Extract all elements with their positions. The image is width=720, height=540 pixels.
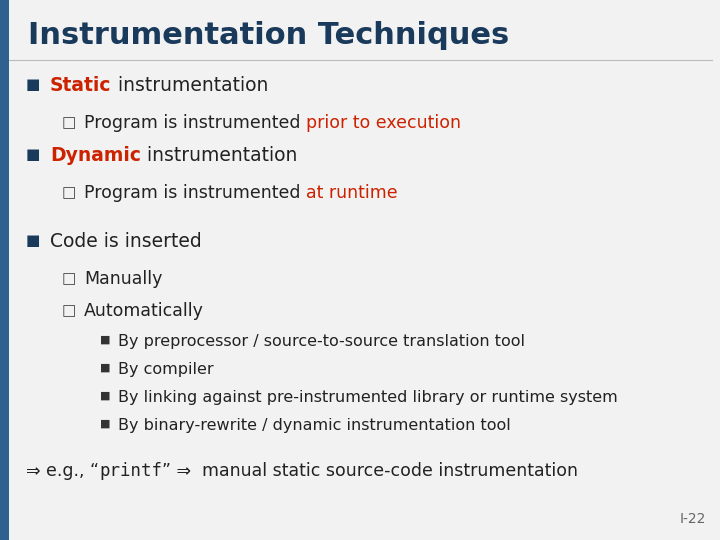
Text: printf: printf bbox=[99, 462, 162, 480]
Text: Automatically: Automatically bbox=[84, 302, 204, 320]
Text: I-22: I-22 bbox=[680, 512, 706, 526]
Text: ■: ■ bbox=[100, 391, 110, 401]
Text: Static: Static bbox=[50, 76, 112, 95]
Text: Program is instrumented: Program is instrumented bbox=[84, 184, 306, 202]
Text: ■: ■ bbox=[26, 233, 40, 248]
Text: Manually: Manually bbox=[84, 270, 163, 288]
Text: By compiler: By compiler bbox=[118, 362, 214, 377]
Text: at runtime: at runtime bbox=[306, 184, 397, 202]
Text: By binary-rewrite / dynamic instrumentation tool: By binary-rewrite / dynamic instrumentat… bbox=[118, 418, 510, 433]
Text: By linking against pre-instrumented library or runtime system: By linking against pre-instrumented libr… bbox=[118, 390, 618, 405]
Text: □: □ bbox=[62, 115, 76, 130]
Text: ⇒ e.g., “: ⇒ e.g., “ bbox=[26, 462, 99, 480]
Text: ” ⇒  manual static source-code instrumentation: ” ⇒ manual static source-code instrument… bbox=[162, 462, 578, 480]
Text: prior to execution: prior to execution bbox=[306, 114, 461, 132]
Text: instrumentation: instrumentation bbox=[112, 76, 268, 95]
Text: Instrumentation Techniques: Instrumentation Techniques bbox=[28, 22, 509, 51]
Text: By preprocessor / source-to-source translation tool: By preprocessor / source-to-source trans… bbox=[118, 334, 525, 349]
Text: Dynamic: Dynamic bbox=[50, 146, 141, 165]
Text: Code is inserted: Code is inserted bbox=[50, 232, 202, 251]
Text: instrumentation: instrumentation bbox=[141, 146, 297, 165]
FancyBboxPatch shape bbox=[0, 0, 9, 540]
Text: ■: ■ bbox=[100, 335, 110, 345]
Text: □: □ bbox=[62, 271, 76, 286]
Text: □: □ bbox=[62, 303, 76, 318]
Text: ■: ■ bbox=[26, 77, 40, 92]
Text: □: □ bbox=[62, 185, 76, 200]
Text: Program is instrumented: Program is instrumented bbox=[84, 114, 306, 132]
Text: ■: ■ bbox=[100, 419, 110, 429]
Text: ■: ■ bbox=[26, 147, 40, 162]
Text: ■: ■ bbox=[100, 363, 110, 373]
